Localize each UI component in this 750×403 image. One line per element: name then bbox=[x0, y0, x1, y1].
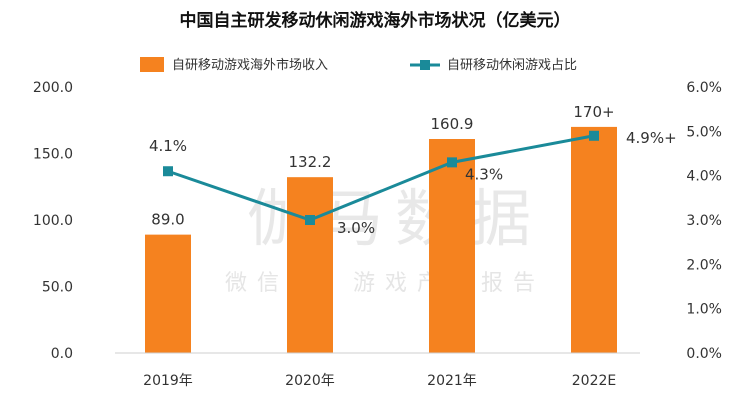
series-line bbox=[167, 134, 595, 222]
chart-title: 中国自主研发移动休闲游戏海外市场状况（亿美元） bbox=[180, 10, 571, 31]
right-tick-label: 2.0% bbox=[686, 257, 722, 273]
line-point bbox=[589, 130, 599, 141]
bar bbox=[145, 234, 191, 353]
bar-data-label: 160.9 bbox=[431, 115, 474, 133]
line-point bbox=[447, 157, 457, 168]
right-tick-label: 1.0% bbox=[686, 302, 722, 318]
line-data-label: 4.1% bbox=[149, 137, 187, 155]
x-axis-labels: 2019年 2020年 2021年 2022E bbox=[143, 373, 616, 389]
bar bbox=[571, 126, 617, 354]
legend-line-label: 自研移动休闲游戏占比 bbox=[447, 58, 577, 73]
watermark-sub: 微信号：游戏产业报告 bbox=[225, 271, 545, 296]
left-tick-label: 0.0 bbox=[51, 346, 73, 362]
line-point bbox=[305, 215, 315, 225]
right-tick-label: 0.0% bbox=[686, 346, 722, 362]
right-tick-label: 6.0% bbox=[686, 80, 722, 96]
x-tick-label: 2020年 bbox=[285, 373, 335, 389]
right-tick-label: 3.0% bbox=[686, 213, 722, 229]
left-tick-label: 150.0 bbox=[33, 147, 73, 163]
left-tick-label: 100.0 bbox=[33, 213, 73, 229]
bar-data-label: 132.2 bbox=[289, 153, 332, 171]
line-data-label: 4.3% bbox=[465, 165, 503, 183]
bar-data-label: 89.0 bbox=[151, 211, 184, 229]
x-tick-label: 2019年 bbox=[143, 373, 193, 389]
left-tick-label: 200.0 bbox=[33, 80, 73, 96]
line-series bbox=[163, 130, 599, 225]
line-data-label: 4.9%+ bbox=[626, 129, 677, 147]
left-tick-label: 50.0 bbox=[42, 280, 73, 296]
legend: 自研移动游戏海外市场收入 自研移动休闲游戏占比 bbox=[140, 57, 577, 73]
legend-bar-swatch bbox=[140, 57, 164, 72]
x-tick-label: 2021年 bbox=[427, 373, 477, 389]
bar-data-label: 170+ bbox=[573, 103, 614, 121]
watermark: 伽马数据 微信号：游戏产业报告 bbox=[225, 182, 545, 296]
right-axis: 0.0% 1.0% 2.0% 3.0% 4.0% 5.0% 6.0% bbox=[686, 80, 722, 362]
bar bbox=[287, 177, 333, 353]
bar-labels: 89.0 132.2 160.9 170+ bbox=[151, 103, 614, 229]
x-tick-label: 2022E bbox=[572, 373, 616, 389]
bar bbox=[429, 139, 475, 353]
line-point bbox=[163, 166, 173, 177]
right-tick-label: 5.0% bbox=[686, 124, 722, 140]
legend-bar-label: 自研移动游戏海外市场收入 bbox=[172, 57, 328, 73]
legend-line-marker bbox=[420, 60, 430, 70]
bars bbox=[145, 126, 617, 354]
line-data-label: 3.0% bbox=[337, 219, 375, 237]
line-labels: 4.1% 3.0% 4.3% 4.9%+ bbox=[149, 129, 677, 237]
right-tick-label: 4.0% bbox=[686, 169, 722, 185]
left-axis: 0.0 50.0 100.0 150.0 200.0 bbox=[33, 80, 73, 362]
